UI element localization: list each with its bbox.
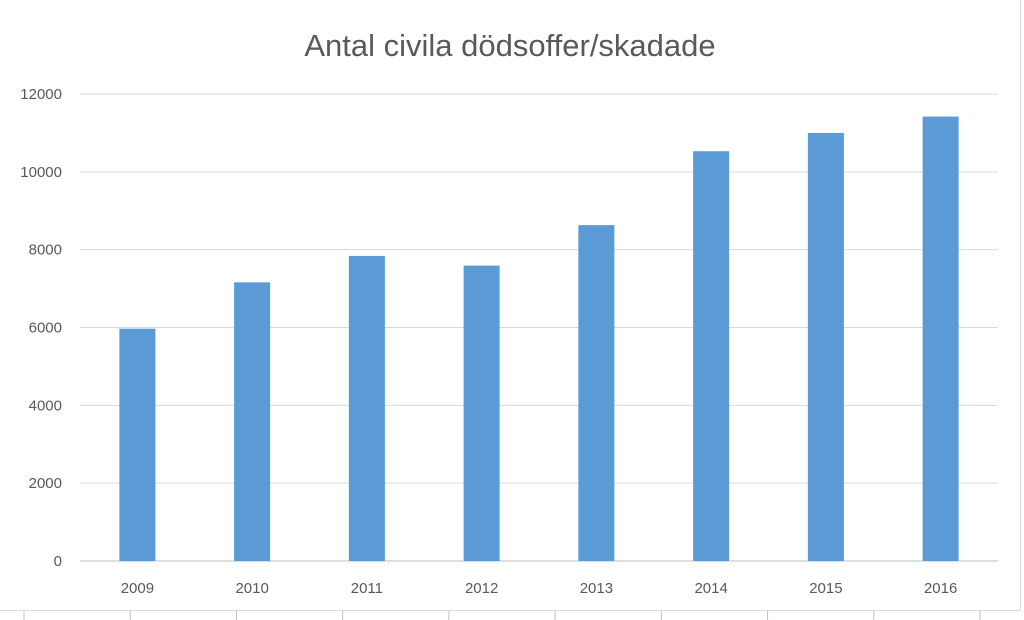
- y-tick-label: 2000: [29, 475, 62, 492]
- bar-2013: [578, 225, 615, 561]
- x-tick-label: 2011: [351, 580, 383, 597]
- y-tick-label: 10000: [20, 164, 62, 181]
- y-axis-ticks: 0 2000 4000 6000 8000 10000 12000: [20, 86, 62, 570]
- bar-2011: [348, 255, 385, 562]
- x-tick-label: 2016: [924, 580, 957, 597]
- x-tick-label: 2010: [235, 580, 268, 597]
- x-tick-label: 2009: [121, 580, 154, 597]
- gridlines: [23, 93, 998, 620]
- bar-2009: [119, 328, 156, 561]
- x-tick-label: 2012: [465, 580, 498, 597]
- bar-2012: [463, 265, 500, 561]
- y-tick-label: 12000: [20, 86, 62, 103]
- bar-2015: [807, 132, 844, 561]
- chart-title: Antal civila dödsoffer/skadade: [304, 28, 715, 63]
- y-tick-label: 4000: [29, 397, 62, 414]
- x-tick-label: 2013: [580, 580, 613, 597]
- x-tick-label: 2014: [694, 580, 727, 597]
- y-tick-label: 8000: [29, 242, 62, 259]
- bar-2016: [922, 116, 959, 562]
- y-tick-label: 0: [54, 553, 62, 570]
- x-axis-ticks: 2009 2010 2011 2012 2013 2014 2015 2016: [121, 580, 958, 597]
- x-tick-label: 2015: [809, 580, 842, 597]
- bar-2010: [234, 282, 271, 561]
- bars: [119, 116, 959, 562]
- y-tick-label: 6000: [29, 320, 62, 337]
- bar-2014: [693, 151, 730, 561]
